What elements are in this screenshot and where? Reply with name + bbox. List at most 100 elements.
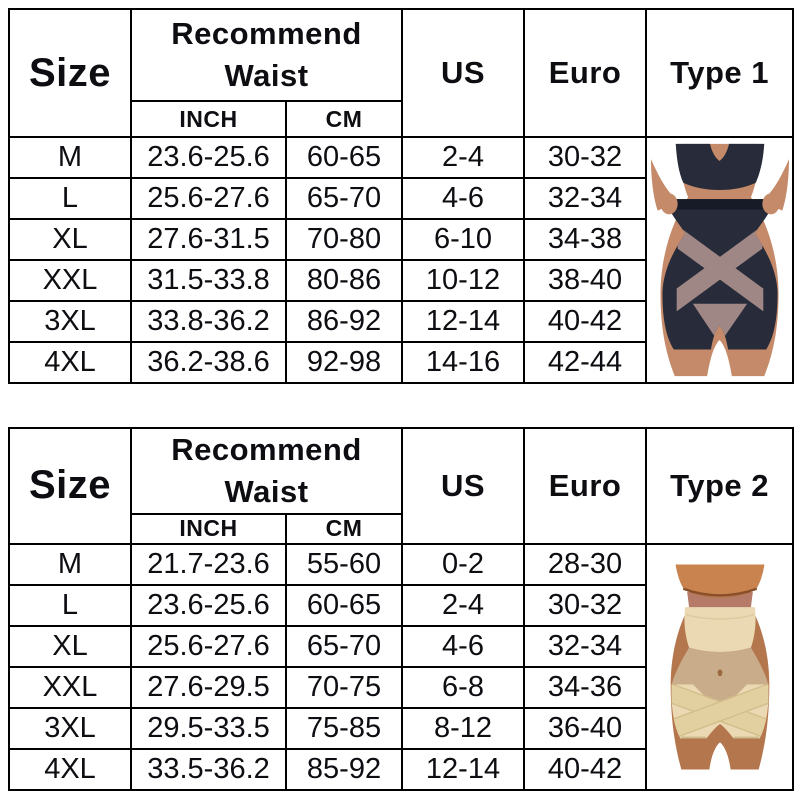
euro-size: 34-38 — [523, 218, 648, 261]
mesh-cross-panels — [676, 225, 763, 344]
cm-range: 75-85 — [284, 706, 404, 750]
inch-range: 27.6-29.5 — [130, 665, 287, 709]
table-row: XL 27.6-31.5 70-80 6-10 34-38 — [8, 218, 793, 261]
size-value: XXL — [8, 259, 132, 302]
size-value: XXL — [8, 665, 132, 709]
us-size: 12-14 — [401, 300, 526, 343]
cm-range: 70-75 — [284, 665, 404, 709]
cm-range: 55-60 — [284, 542, 404, 586]
euro-size: 32-34 — [523, 177, 648, 220]
recommend-waist-header: Recommend Waist — [129, 8, 404, 102]
inch-range: 27.6-31.5 — [130, 218, 287, 261]
euro-size: 40-42 — [523, 747, 648, 791]
size-value: 4XL — [8, 341, 132, 384]
bra-top — [675, 143, 764, 191]
table-row: L 25.6-27.6 65-70 4-6 32-34 — [8, 177, 793, 220]
cm-range: 65-70 — [284, 177, 404, 220]
size-value: L — [8, 177, 132, 220]
type-1-product-photo — [650, 143, 789, 377]
euro-size: 30-32 — [523, 583, 648, 627]
us-column-header: US — [401, 8, 526, 138]
table-row: XXL 31.5-33.8 80-86 10-12 38-40 — [8, 259, 793, 302]
mesh-belly-panel — [671, 647, 768, 685]
inch-range: 36.2-38.6 — [130, 341, 287, 384]
recommend-label: Recommend — [171, 432, 362, 467]
us-size: 14-16 — [401, 341, 526, 384]
cross-bands — [671, 684, 769, 739]
corset-seam — [685, 613, 754, 620]
header-row: Size Recommend Waist US Euro Type 1 — [8, 8, 795, 138]
us-size: 2-4 — [401, 583, 526, 627]
right-hand — [761, 193, 779, 215]
size-value: XL — [8, 624, 132, 668]
navel — [717, 669, 722, 676]
euro-size: 32-34 — [523, 624, 648, 668]
us-size: 8-12 — [401, 706, 526, 750]
size-value: XL — [8, 218, 132, 261]
recommend-waist-header: Recommend Waist — [129, 427, 404, 515]
type-2-product-photo-wrap — [648, 563, 791, 771]
table-row: XXL 27.6-29.5 70-75 6-8 34-36 — [8, 665, 793, 709]
us-size: 6-10 — [401, 218, 526, 261]
us-size: 6-8 — [401, 665, 526, 709]
us-size: 12-14 — [401, 747, 526, 791]
cm-range: 80-86 — [284, 259, 404, 302]
cm-range: 85-92 — [284, 747, 404, 791]
inch-range: 23.6-25.6 — [130, 136, 287, 179]
size-value: M — [8, 542, 132, 586]
inch-range: 33.5-36.2 — [130, 747, 287, 791]
cm-range: 60-65 — [284, 583, 404, 627]
euro-size: 34-36 — [523, 665, 648, 709]
us-size: 4-6 — [401, 177, 526, 220]
recommend-label: Recommend — [171, 16, 362, 52]
subheader-row: INCH CM — [9, 100, 793, 138]
inch-range: 33.8-36.2 — [130, 300, 287, 343]
us-size: 2-4 — [401, 136, 526, 179]
inch-range: 25.6-27.6 — [130, 177, 287, 220]
type1-column-header: Type 1 — [645, 8, 795, 138]
euro-size: 42-44 — [523, 341, 648, 384]
table-row: M 21.7-23.6 55-60 0-2 28-30 — [8, 542, 795, 791]
type-1-product-image-cell — [645, 136, 795, 384]
us-size: 10-12 — [401, 259, 526, 302]
type2-column-header: Type 2 — [645, 427, 795, 545]
euro-size: 38-40 — [523, 259, 648, 302]
euro-size: 30-32 — [523, 136, 648, 179]
inch-range: 21.7-23.6 — [130, 542, 287, 586]
rolled-orange-top — [675, 564, 764, 596]
type-1-product-photo-wrap — [648, 140, 791, 380]
cm-range: 70-80 — [284, 218, 404, 261]
size-column-header: Size — [8, 8, 132, 138]
inch-subheader: INCH — [130, 100, 287, 138]
euro-size: 36-40 — [523, 706, 648, 750]
size-table-type-1: Size Recommend Waist US Euro Type 1 INCH… — [8, 8, 795, 384]
euro-column-header: Euro — [523, 8, 648, 138]
cm-range: 86-92 — [284, 300, 404, 343]
inch-range: 29.5-33.5 — [130, 706, 287, 750]
size-column-header: Size — [8, 427, 132, 545]
table-row: XL 25.6-27.6 65-70 4-6 32-34 — [8, 624, 793, 668]
table-row: M 23.6-25.6 60-65 2-4 30-32 — [8, 136, 795, 384]
size-value: M — [8, 136, 132, 179]
left-hand — [660, 193, 678, 215]
table-row: 4XL 33.5-36.2 85-92 12-14 40-42 — [8, 747, 793, 791]
table-row: L 23.6-25.6 60-65 2-4 30-32 — [8, 583, 793, 627]
top-hem-line — [682, 587, 757, 597]
size-value: 3XL — [8, 706, 132, 750]
waist-label: Waist — [224, 473, 309, 509]
corset-band — [683, 606, 756, 652]
header-row: Size Recommend Waist US Euro Type 2 — [8, 427, 795, 545]
size-table-type-2: Size Recommend Waist US Euro Type 2 INCH… — [8, 427, 795, 791]
size-value: 3XL — [8, 300, 132, 343]
cm-range: 92-98 — [284, 341, 404, 384]
chest-band — [686, 591, 753, 612]
euro-size: 28-30 — [523, 542, 648, 586]
cm-range: 65-70 — [284, 624, 404, 668]
subheader-row: INCH CM — [9, 512, 793, 545]
inch-range: 31.5-33.8 — [130, 259, 287, 302]
us-size: 0-2 — [401, 542, 526, 586]
waist-label: Waist — [224, 58, 309, 93]
euro-column-header: Euro — [523, 427, 648, 545]
inch-subheader: INCH — [130, 512, 287, 545]
